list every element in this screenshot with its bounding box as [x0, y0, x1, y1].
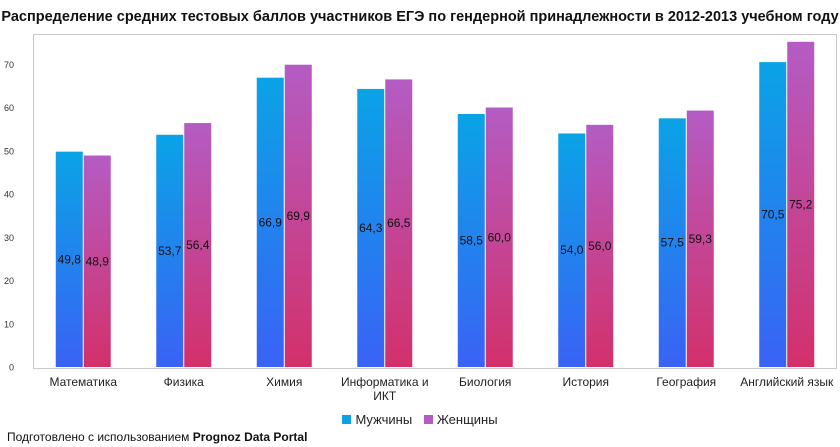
bar-women[interactable]	[284, 64, 312, 367]
bar-value-label: 57,5	[661, 236, 685, 250]
bars: 49,8 48,9 53,7 56,4 66,9 69,9 64,3 66,5 58,5 60,0…	[55, 41, 815, 368]
y-tick-label: 10	[4, 319, 14, 329]
x-tick-label: Биология	[459, 375, 511, 389]
legend-swatch-men	[342, 415, 352, 424]
bar-value-label: 49,8	[58, 252, 82, 266]
bar-women[interactable]	[686, 110, 714, 367]
x-tick-label: Химия	[266, 375, 302, 389]
bar-men[interactable]	[558, 133, 586, 367]
bar-men[interactable]	[156, 134, 184, 367]
footer-credit: Подготовлено с использованием Prognoz Da…	[7, 430, 307, 444]
legend-swatch-women	[423, 415, 433, 424]
x-tick-label: Математика	[49, 375, 117, 389]
bar-men[interactable]	[357, 88, 385, 368]
bar-value-label: 59,3	[689, 232, 713, 246]
y-tick-label: 40	[4, 190, 14, 200]
y-tick-label: 70	[4, 60, 14, 70]
bar-value-label: 56,0	[588, 239, 612, 253]
x-tick-label: История	[562, 375, 609, 389]
bar-men[interactable]	[658, 118, 686, 367]
chart-title: Распределение средних тестовых баллов уч…	[1, 9, 839, 25]
bar-women[interactable]	[586, 124, 614, 368]
bar-value-label: 66,5	[387, 216, 411, 230]
y-tick-label: 0	[9, 363, 14, 373]
footer-brand: Prognoz Data Portal	[192, 430, 308, 444]
bar-value-label: 69,9	[287, 209, 311, 223]
y-axis: 0 10 20 30 40 50 60 70	[4, 60, 14, 373]
x-tick-label: География	[656, 375, 716, 389]
bar-men[interactable]	[256, 77, 284, 367]
y-tick-label: 30	[4, 233, 14, 243]
bar-value-label: 75,2	[789, 197, 813, 211]
bar-women[interactable]	[184, 123, 212, 367]
legend-label-women: Женщины	[436, 412, 498, 427]
bar-value-label: 53,7	[158, 244, 182, 258]
legend-label-men: Мужчины	[355, 412, 413, 427]
footer-prefix: Подготовлено с использованием	[7, 430, 193, 444]
y-tick-label: 60	[4, 103, 14, 113]
bar-value-label: 66,9	[259, 215, 283, 229]
x-tick-label: Физика	[164, 375, 205, 389]
x-tick-label: Английский язык	[740, 375, 834, 389]
bar-value-label: 64,3	[359, 221, 383, 235]
legend-item-women[interactable]: Женщины	[423, 412, 498, 427]
bar-men[interactable]	[55, 151, 83, 367]
legend: Мужчины Женщины	[0, 412, 840, 427]
bar-value-label: 58,5	[460, 234, 484, 248]
bar-value-label: 48,9	[86, 254, 110, 268]
bar-men[interactable]	[759, 62, 787, 368]
bar-men[interactable]	[457, 114, 485, 367]
bar-value-label: 56,4	[186, 238, 210, 252]
y-tick-label: 50	[4, 146, 14, 156]
bar-value-label: 70,5	[761, 208, 785, 222]
y-tick-label: 20	[4, 276, 14, 286]
plot-area	[33, 34, 837, 369]
bar-women[interactable]	[385, 79, 413, 367]
bar-value-label: 60,0	[488, 230, 512, 244]
legend-item-men[interactable]: Мужчины	[342, 412, 412, 427]
x-tick-label: ИКТ	[373, 389, 397, 403]
bar-women[interactable]	[485, 107, 513, 368]
bar-women[interactable]	[787, 41, 815, 367]
bar-women[interactable]	[83, 155, 111, 367]
bar-value-label: 54,0	[560, 243, 584, 257]
x-tick-label: Информатика и	[341, 375, 429, 389]
